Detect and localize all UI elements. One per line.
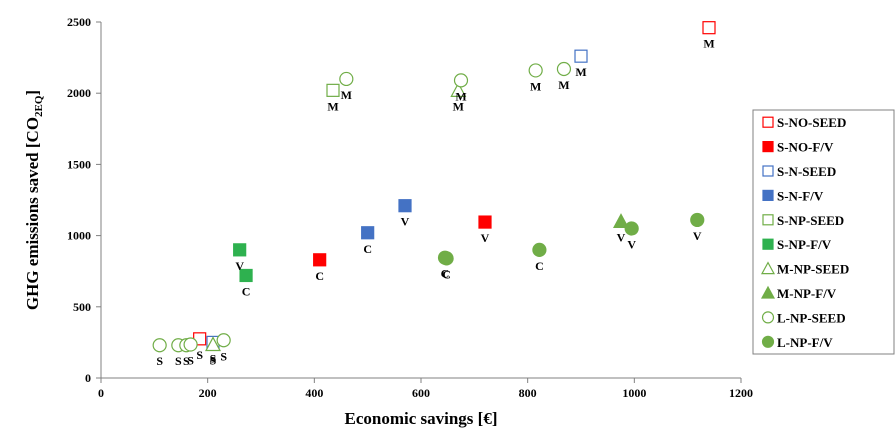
x-tick-label: 0 [98, 386, 104, 400]
axes [100, 22, 741, 379]
legend-label: L-NP-F/V [777, 335, 833, 350]
point-label: S [175, 354, 182, 368]
y-tick-label: 2500 [67, 15, 91, 29]
y-tick-label: 1500 [67, 157, 91, 171]
point-label: C [535, 259, 544, 273]
y-tick-label: 1000 [67, 229, 91, 243]
legend-label: L-NP-SEED [777, 310, 846, 325]
point-label: M [453, 99, 464, 113]
x-tick-label: 1200 [729, 386, 753, 400]
data-point-s-np-f-v [239, 268, 253, 283]
x-tick-label: 1000 [622, 386, 646, 400]
point-label: S [210, 354, 217, 368]
data-point-s-np-f-v [233, 243, 247, 257]
y-axis-title: GHG emissions saved [CO2EQ] [23, 90, 45, 310]
legend-marker [761, 311, 775, 324]
x-axis-title: Economic savings [€] [345, 409, 498, 428]
legend-marker [762, 116, 774, 128]
data-point-m-np-f-v [612, 213, 630, 228]
data-point-s-no-f-v [478, 215, 492, 229]
x-tick-label: 200 [199, 386, 217, 400]
point-label: S [196, 348, 203, 362]
legend-marker [762, 214, 774, 226]
legend-label: S-NO-F/V [777, 140, 834, 155]
legend: S-NO-SEED S-NO-F/V S-N-SEED S-N-F/V S-NP-SEE… [752, 109, 895, 355]
y-tick-label: 0 [85, 371, 91, 385]
point-label: S [210, 351, 217, 365]
point-label: M [703, 37, 714, 51]
x-tick-label: 400 [305, 386, 323, 400]
point-label: V [401, 215, 410, 229]
y-axis-title-close: ] [23, 90, 42, 96]
point-label: V [235, 259, 244, 273]
point-label: M [558, 78, 569, 92]
legend-label: S-NP-SEED [777, 213, 844, 228]
data-point-s-n-f-v [361, 226, 375, 240]
data-point-s-np-seed [326, 83, 340, 97]
legend-label: S-N-F/V [777, 188, 824, 203]
legend-box [752, 109, 895, 355]
data-point-m-np-seed [204, 336, 222, 352]
point-label: V [693, 229, 702, 243]
point-label: M [327, 99, 338, 113]
data-point-l-np-f-v [439, 251, 454, 266]
point-label: M [575, 65, 586, 79]
x-tick-label: 600 [412, 386, 430, 400]
legend-label: M-NP-F/V [777, 286, 837, 301]
data-point-s-n-f-v [398, 199, 412, 213]
point-label: M [455, 89, 466, 103]
data-point-l-np-seed [339, 71, 354, 87]
data-point-m-np-seed [450, 82, 467, 97]
data-point-l-np-f-v [624, 221, 639, 236]
legend-marker [762, 238, 774, 250]
point-label: V [617, 230, 626, 244]
legend-marker [762, 165, 774, 177]
y-axis-title-main: GHG emissions saved [CO [23, 117, 42, 310]
data-point-l-np-seed [183, 337, 198, 352]
point-label: S [187, 354, 194, 368]
data-point-l-np-seed [152, 338, 167, 353]
tick-labels: 0 200 400 600 800 1000 1200 0 500 1000 1500 2000 250… [67, 15, 753, 400]
legend-items: S-NO-SEED S-NO-F/V S-N-SEED S-N-F/V S-NP-SEE… [760, 115, 849, 350]
y-axis-title-subscript: 2EQ [33, 95, 45, 117]
data-point-l-np-f-v [532, 242, 547, 257]
legend-label: S-NP-F/V [777, 237, 832, 252]
data-point-s-n-seed [574, 49, 588, 63]
data-point-s-no-seed [702, 21, 716, 35]
point-label: C [442, 267, 451, 281]
data-point-l-np-seed [528, 63, 543, 78]
x-tick-label: 800 [519, 386, 537, 400]
legend-marker [761, 335, 775, 348]
data-point-l-np-f-v [690, 212, 705, 228]
data-points [152, 21, 716, 353]
point-label: C [315, 269, 324, 283]
data-point-l-np-seed [453, 73, 469, 88]
point-label: S [220, 349, 227, 363]
point-label: M [341, 88, 352, 102]
legend-marker [762, 189, 774, 201]
point-label: S [156, 354, 163, 368]
data-point-l-np-seed [556, 61, 572, 77]
point-label: V [481, 231, 490, 245]
y-tick-label: 2000 [67, 86, 91, 100]
legend-label: S-N-SEED [777, 164, 836, 179]
legend-label: S-NO-SEED [777, 115, 846, 130]
legend-marker [760, 261, 776, 275]
legend-label: M-NP-SEED [777, 262, 849, 277]
legend-marker [762, 141, 774, 153]
legend-marker [760, 285, 776, 299]
point-label: C [363, 242, 372, 256]
point-label: S [183, 354, 190, 368]
point-label: C [441, 267, 450, 281]
data-point-l-np-seed [216, 333, 231, 348]
point-label: M [530, 79, 541, 93]
y-tick-label: 500 [73, 300, 91, 314]
point-label: V [627, 237, 636, 251]
point-label: C [242, 284, 251, 298]
data-point-s-no-f-v [313, 253, 327, 267]
